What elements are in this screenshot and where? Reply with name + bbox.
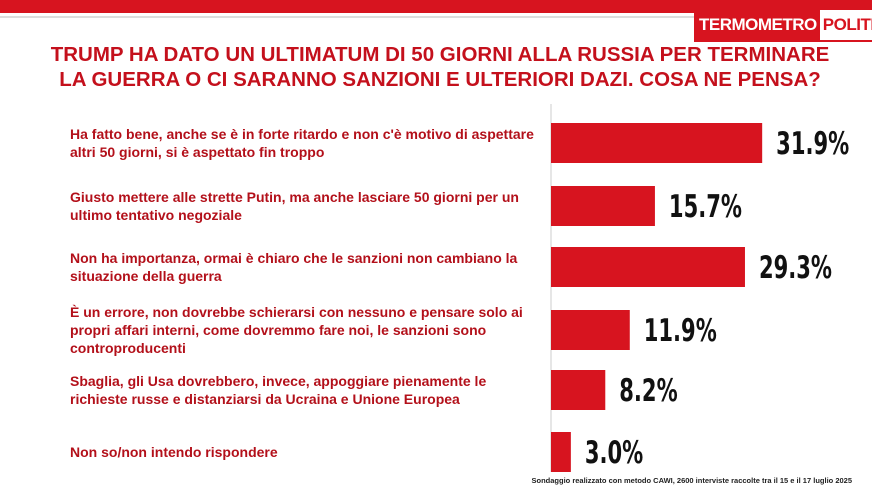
brand-part: POLITICO <box>822 15 872 34</box>
value-label: 29.3% <box>759 250 832 286</box>
value-label: 31.9% <box>776 126 849 162</box>
brand-part: TERMOMETRO <box>696 10 820 40</box>
chart-title: TRUMP HA DATO UN ULTIMATUM DI 50 GIORNI … <box>50 43 830 91</box>
value-label: 15.7% <box>669 189 742 225</box>
value-label: 11.9% <box>644 313 717 349</box>
bar <box>551 370 606 410</box>
category-label: Ha fatto bene, anche se è in forte ritar… <box>70 126 534 160</box>
value-label: 8.2% <box>619 373 677 409</box>
category-label: È un errore, non dovrebbe schierarsi con… <box>70 304 523 356</box>
bar <box>551 310 630 350</box>
value-label: 3.0% <box>585 435 643 471</box>
top-bar <box>0 0 872 13</box>
bar <box>551 247 745 287</box>
category-label: Giusto mettere alle strette Putin, ma an… <box>70 189 519 223</box>
category-label: Non so/non intendo rispondere <box>70 444 278 460</box>
brand: TERMOMETRO POLITICO <box>694 8 872 42</box>
footnote: Sondaggio realizzato con metodo CAWI, 26… <box>531 476 852 485</box>
bar <box>551 432 571 472</box>
category-label: Non ha importanza, ormai è chiaro che le… <box>70 250 518 284</box>
category-label: Sbaglia, gli Usa dovrebbero, invece, app… <box>70 373 487 407</box>
bar <box>551 186 655 226</box>
bar <box>551 123 763 163</box>
top-line <box>0 16 872 18</box>
